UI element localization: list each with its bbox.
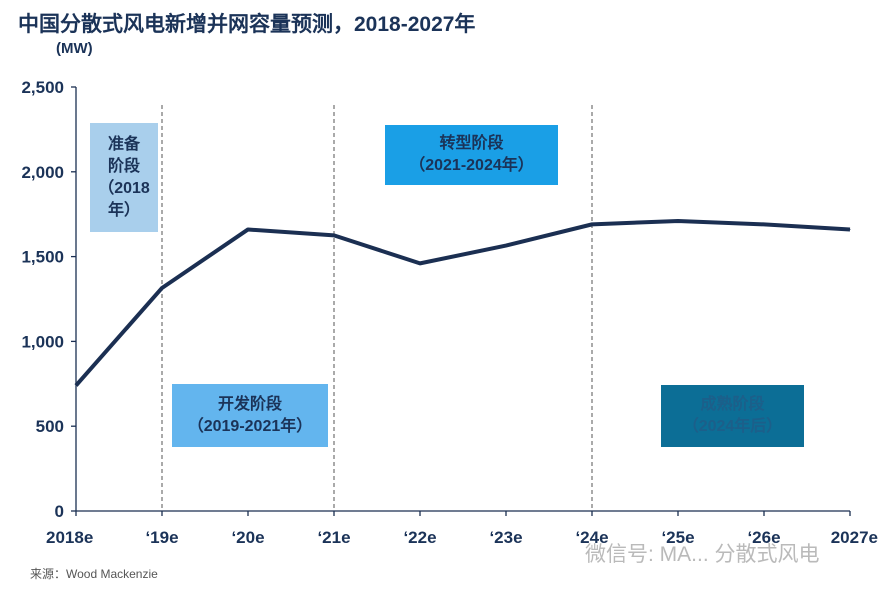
phase-label-transition: 转型阶段 （2021-2024年） [385,125,558,185]
data-point [419,262,421,264]
chart-title: 中国分散式风电新增并网容量预测，2018-2027年 [18,13,476,36]
data-point [849,228,851,230]
y-tick-label: 1,000 [21,332,64,351]
phase-label-development: 开发阶段 （2019-2021年） [172,384,328,447]
data-point [75,384,77,386]
phase-label-mature: 成熟阶段 （2024年后） [661,385,804,447]
data-point [333,234,335,236]
x-tick-label: 2018e [46,528,93,547]
x-tick-label: ‘26e [747,528,780,547]
data-point [763,223,765,225]
data-point [591,223,593,225]
y-tick-label: 0 [55,502,64,521]
x-tick-label: ‘21e [317,528,350,547]
x-tick-label: ‘25e [661,528,694,547]
phase-period: （2021-2024年） [409,157,534,174]
x-tick-label: ‘22e [403,528,436,547]
series-line [74,218,851,387]
phase-period: （2018年） [98,179,150,219]
phase-title: 成熟阶段 [700,396,765,413]
x-tick-label: ‘24e [575,528,608,547]
watermark: 微信号: MA... 分散式风电 [585,543,820,566]
data-point [677,220,679,222]
y-tick-label: 2,500 [21,78,64,97]
phase-title: 转型阶段 [439,135,504,152]
source-note: 来源：Wood Mackenzie [30,567,158,581]
x-tick-label: ‘19e [145,528,178,547]
phase-title: 开发阶段 [217,395,282,413]
data-point [247,228,249,230]
data-point [505,245,507,247]
y-tick-label: 2,000 [21,163,64,182]
phase-period: （2019-2021年） [187,417,313,435]
data-point [161,287,163,289]
y-axis-unit: (MW) [56,40,93,57]
x-tick-label: ‘23e [489,528,522,547]
x-tick-label: 2027e [831,528,878,547]
phase-title: 准备阶段 [107,135,140,175]
y-tick-label: 500 [36,417,64,436]
phase-label-preparation: 准备阶段 （2018年） [90,123,158,232]
y-tick-label: 1,500 [21,248,64,267]
x-tick-label: ‘20e [231,528,264,547]
phase-period: （2024年后） [682,418,783,435]
